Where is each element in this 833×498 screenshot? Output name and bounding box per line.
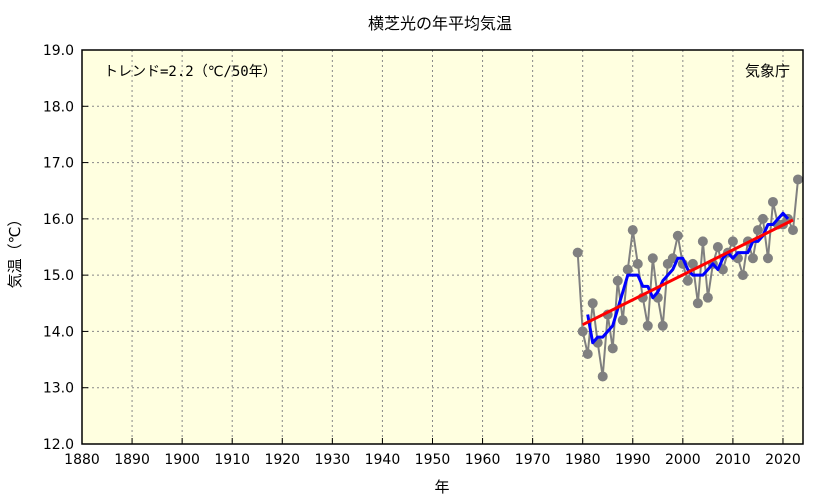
series-layer	[572, 174, 803, 382]
annual-temperature-point	[582, 348, 593, 359]
x-tick-label: 2020	[765, 452, 801, 468]
annual-temperature-point	[792, 174, 803, 185]
annual-temperature-point	[577, 326, 588, 337]
x-tick-label: 1910	[214, 452, 250, 468]
annual-temperature-point	[712, 242, 723, 252]
trend-line	[582, 218, 794, 327]
x-axis: 1880 1890 1900 1910 1920 1930 1940 1950 1960 1970…	[64, 438, 801, 468]
annual-temperature-point	[747, 253, 758, 264]
annual-temperature-point	[607, 343, 618, 354]
x-tick-label: 1970	[515, 452, 551, 468]
annual-temperature-point	[657, 320, 668, 331]
x-tick-label: 1980	[565, 452, 601, 468]
annual-temperature-point	[682, 275, 693, 286]
x-tick-label: 1930	[315, 452, 351, 468]
x-tick-label: 1950	[415, 452, 451, 468]
annual-temperature-point	[697, 236, 708, 247]
x-tick-label: 1960	[465, 452, 501, 468]
moving-average-line	[586, 211, 790, 345]
annual-temperature-point	[632, 258, 643, 269]
x-tick-label: 2010	[715, 452, 751, 468]
x-tick-label: 1940	[365, 452, 401, 468]
x-tick-label: 1990	[615, 452, 651, 468]
chart-title: 横芝光の年平均気温	[368, 14, 512, 33]
annual-temperature-point	[767, 196, 778, 207]
grid-lines	[82, 50, 803, 444]
annual-temperature-point	[737, 270, 748, 281]
source-label: 気象庁	[745, 62, 790, 80]
plot-area	[82, 50, 803, 444]
annual-temperature-point	[687, 258, 698, 269]
annual-temperature-point	[617, 315, 628, 326]
annual-temperature-point	[692, 298, 703, 309]
y-tick-label: 14.0	[43, 324, 74, 340]
plot-border	[81, 49, 804, 445]
annual-temperature-point	[612, 275, 623, 286]
annual-temperature-point	[702, 292, 713, 303]
x-axis-label: 年	[434, 478, 449, 496]
y-tick-label: 17.0	[43, 156, 74, 172]
x-tick-label: 2000	[665, 452, 701, 468]
annual-temperature-point	[642, 320, 653, 331]
trend-annotation: トレンド=2.2（℃/50年）	[104, 64, 277, 80]
annual-temperature-point	[762, 253, 773, 264]
annual-temperature-point	[572, 247, 583, 258]
x-tick-label: 1920	[264, 452, 300, 468]
annual-temperature-point	[752, 225, 763, 236]
y-tick-label: 12.0	[43, 437, 74, 453]
x-tick-label: 1880	[64, 452, 100, 468]
annual-temperature-point	[597, 371, 608, 382]
y-tick-label: 19.0	[43, 43, 74, 59]
y-tick-label: 16.0	[43, 212, 74, 228]
annual-temperature-point	[787, 225, 798, 236]
y-axis-label: 気温（℃）	[6, 212, 24, 289]
annual-temperature-point	[672, 230, 683, 241]
annual-temperature-point	[627, 225, 638, 236]
x-tick-label: 1900	[164, 452, 200, 468]
annual-temperature-point	[647, 253, 658, 264]
y-tick-label: 18.0	[43, 99, 74, 115]
annual-temperature-point	[727, 236, 738, 247]
annual-temperature-point	[757, 213, 768, 224]
y-axis: 12.0 13.0 14.0 15.0 16.0 17.0 18.0 19.0	[43, 43, 88, 453]
x-tick-label: 1890	[114, 452, 150, 468]
annual-temperature-point	[622, 264, 633, 275]
y-tick-label: 13.0	[43, 381, 74, 397]
y-tick-label: 15.0	[43, 268, 74, 284]
annual-temperature-point	[587, 298, 598, 309]
